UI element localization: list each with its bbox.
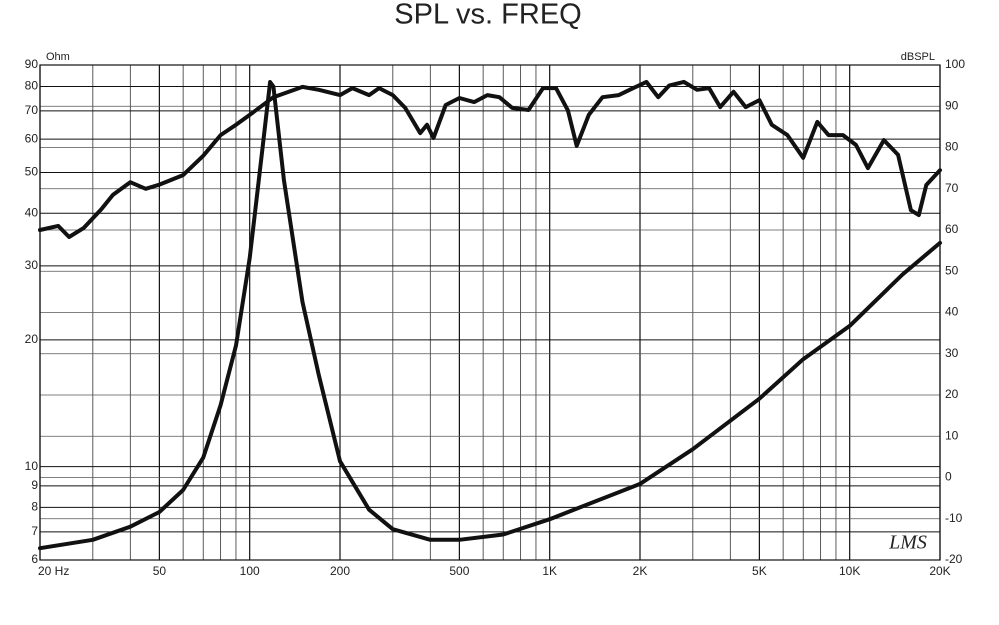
x-tick-label: 20 Hz [38, 564, 69, 578]
y-tick-label: 40 [25, 205, 39, 219]
y2-axis-label: dBSPL [901, 51, 935, 63]
y2-tick-label: 60 [945, 222, 959, 236]
y2-tick-label: 40 [945, 305, 959, 319]
y2-tick-label: 50 [945, 263, 959, 277]
x-tick-label: 50 [153, 564, 167, 578]
y-tick-label: 80 [25, 79, 39, 93]
y-tick-label: 30 [25, 258, 39, 272]
chart-title: SPL vs. FREQ [394, 0, 581, 31]
x-tick-label: 1K [542, 564, 557, 578]
y-tick-label: 60 [25, 131, 39, 145]
series-line [38, 80, 942, 551]
x-tick-label: 100 [240, 564, 260, 578]
y2-tick-label: 80 [945, 140, 959, 154]
x-tick-label: 2K [633, 564, 648, 578]
y-tick-label: 7 [31, 524, 38, 538]
x-tick-label: 5K [752, 564, 767, 578]
y-tick-label: 8 [31, 500, 38, 514]
y-tick-label: 10 [25, 459, 39, 473]
y-tick-label: 6 [31, 552, 38, 566]
y2-tick-label: 70 [945, 181, 959, 195]
x-tick-label: 200 [330, 564, 350, 578]
series-line [38, 79, 942, 239]
y2-tick-label: 20 [945, 387, 959, 401]
y2-tick-label: -20 [945, 552, 963, 566]
x-tick-label: 10K [839, 564, 860, 578]
logo: LMS [888, 532, 927, 554]
x-tick-label: 500 [449, 564, 469, 578]
y2-tick-label: 10 [945, 428, 959, 442]
y-axis-label: Ohm [46, 51, 70, 63]
y2-tick-label: 100 [945, 57, 965, 71]
y-tick-label: 9 [31, 478, 38, 492]
x-tick-label: 20K [929, 564, 950, 578]
y-tick-label: 50 [25, 165, 39, 179]
y-tick-label: 20 [25, 332, 39, 346]
y2-tick-label: 0 [945, 470, 952, 484]
y2-tick-label: 30 [945, 346, 959, 360]
y-tick-label: 90 [25, 57, 39, 71]
y-tick-label: 70 [25, 103, 39, 117]
y2-tick-label: 90 [945, 98, 959, 112]
plot-frame [39, 64, 941, 561]
y2-tick-label: -10 [945, 511, 963, 525]
